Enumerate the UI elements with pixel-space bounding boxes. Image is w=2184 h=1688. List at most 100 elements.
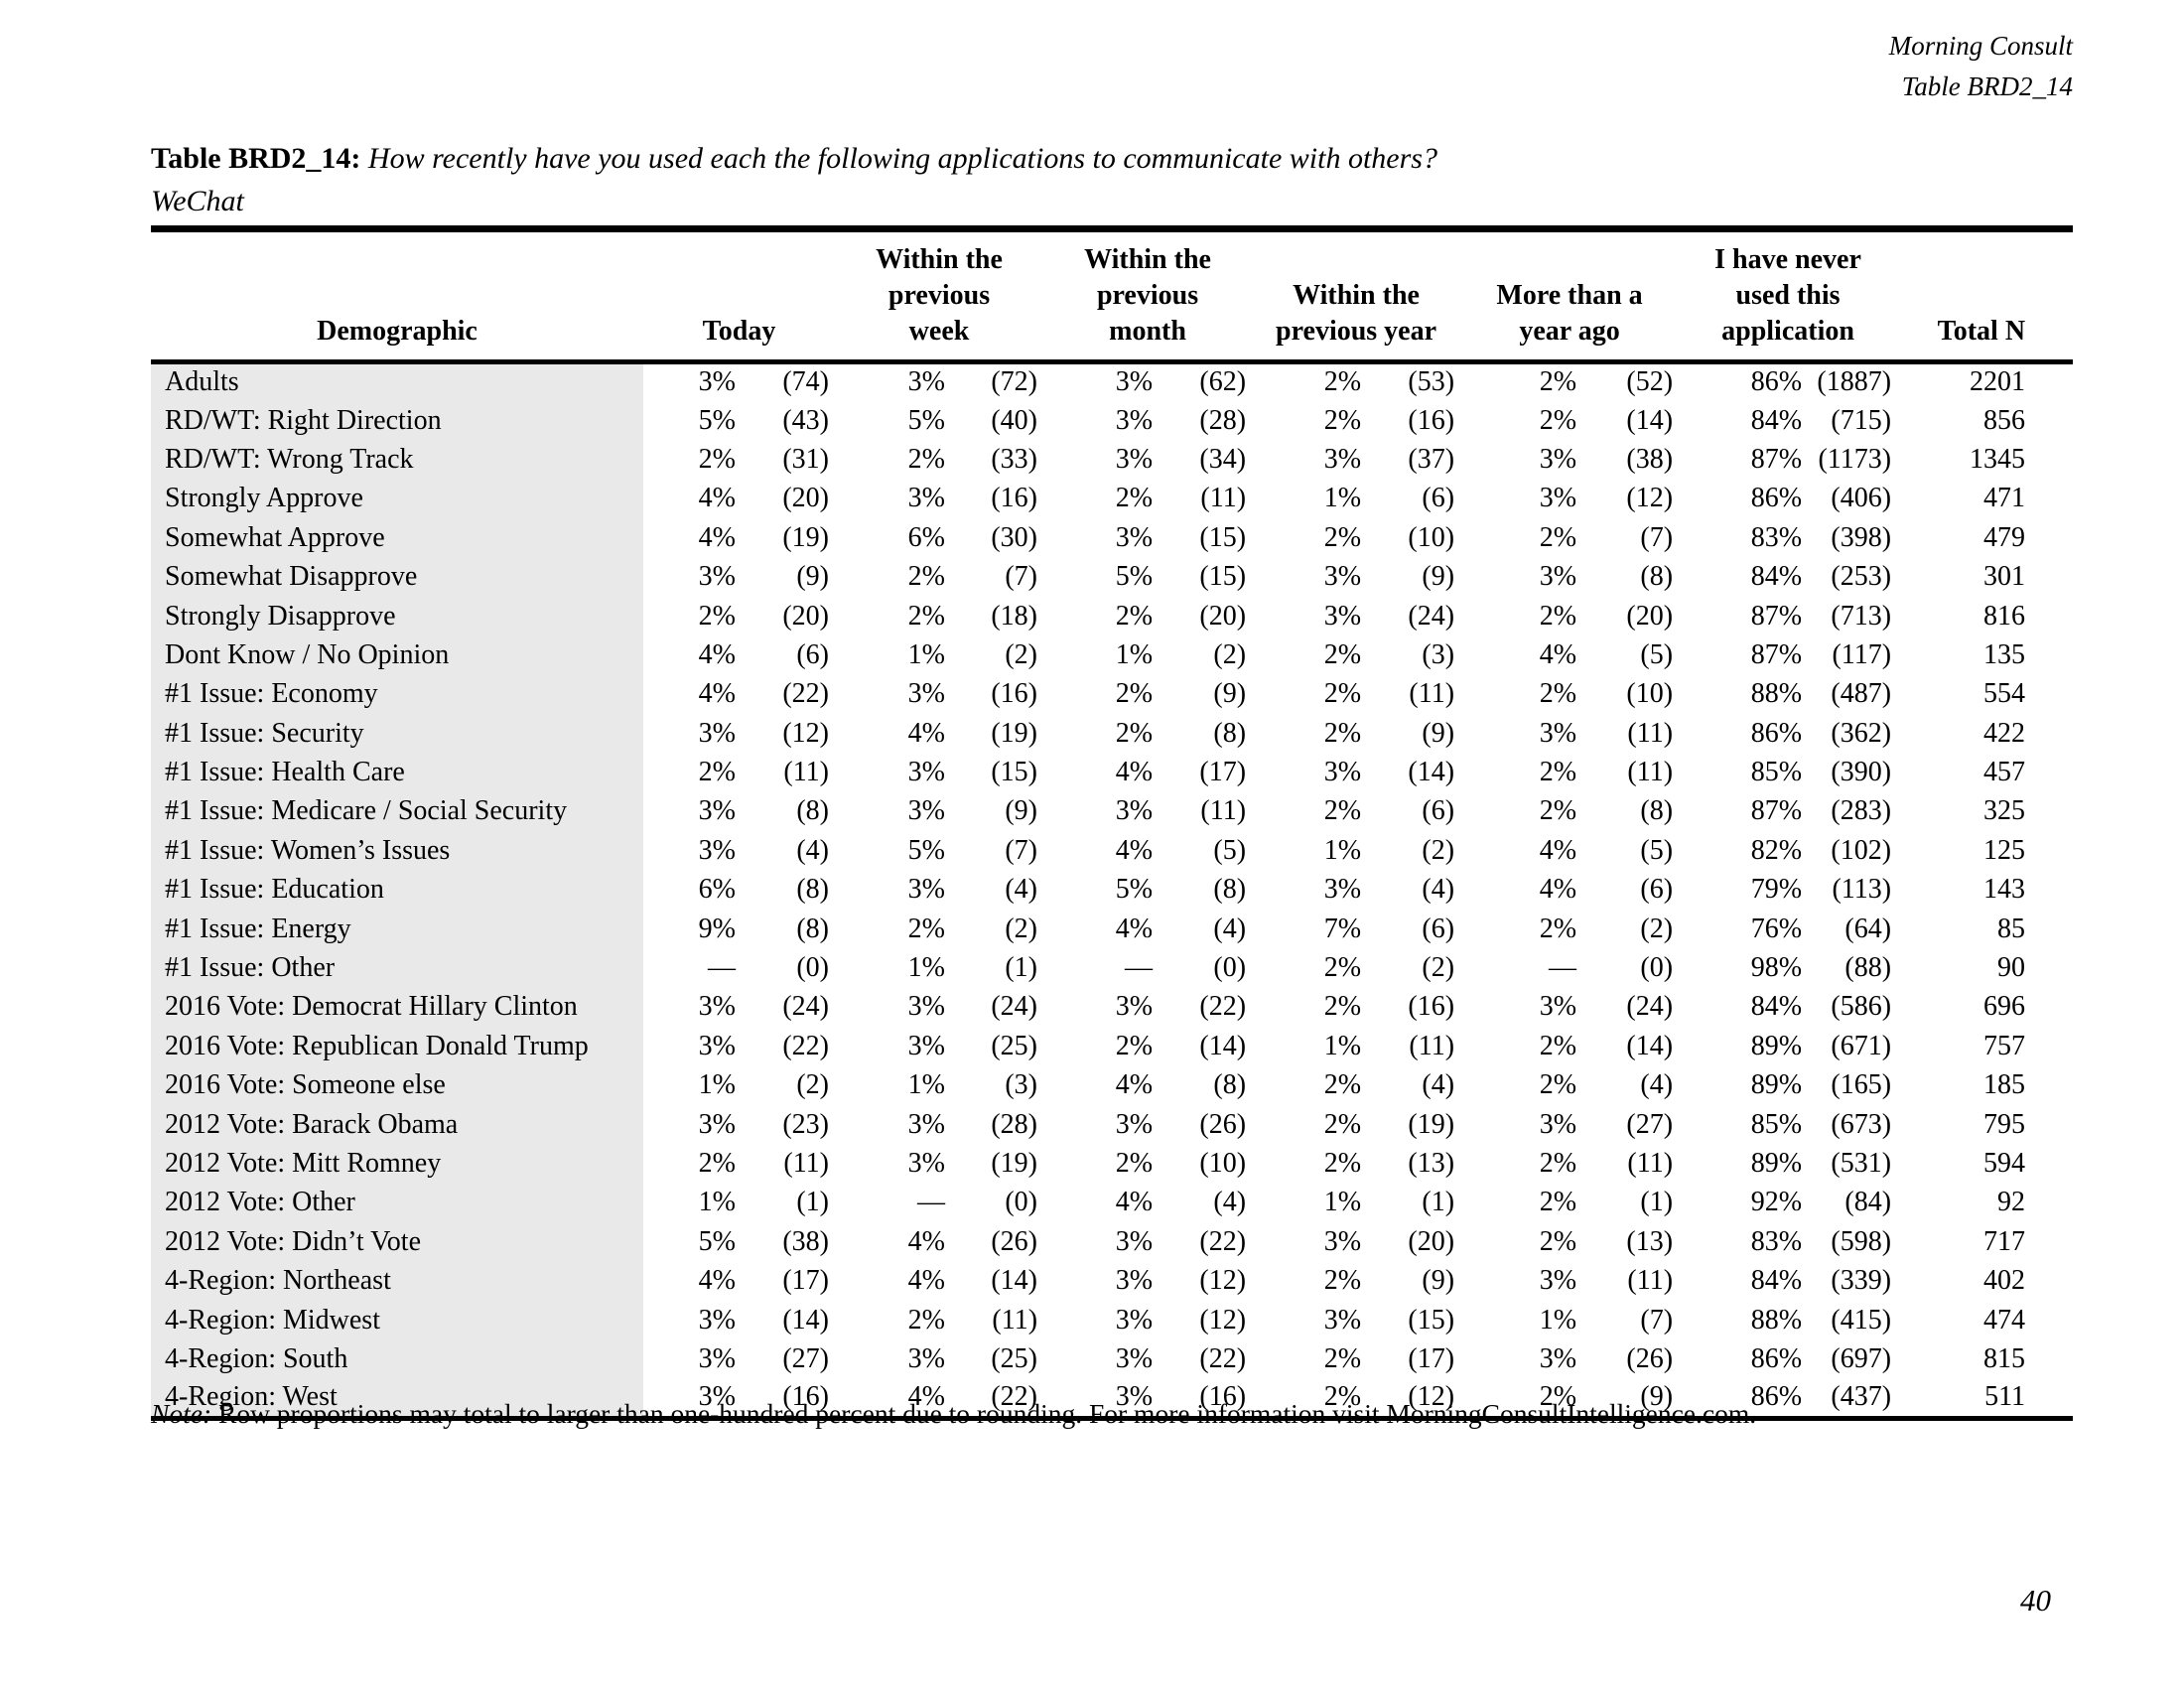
total-n-value: 85 [1997, 913, 2026, 944]
row-label: 4-Region: Northeast [151, 1261, 643, 1301]
count-value: (15) [1408, 1304, 1455, 1336]
total-n-value: 402 [1983, 1265, 2026, 1297]
count-value: (11) [1409, 678, 1455, 710]
row-label: RD/WT: Right Direction [151, 400, 643, 441]
table-row: #1 Issue: Economy 4% (22) 3% (16) 2% (9) 2% (11)… [151, 674, 2073, 715]
count-value: (339) [1831, 1265, 1892, 1297]
count-value: (4) [1213, 1187, 1247, 1218]
count-value: (1) [1005, 952, 1038, 984]
percent-value: 3% [1115, 1304, 1154, 1336]
percent-value: — [917, 1187, 945, 1218]
percent-value: 4% [907, 717, 945, 749]
row-label: #1 Issue: Women’s Issues [151, 831, 643, 871]
row-label: 2012 Vote: Other [151, 1183, 643, 1223]
count-value: (6) [1422, 795, 1455, 827]
table-row: #1 Issue: Energy 9% (8) 2% (2) 4% (4) 7% (6) 2% (2… [151, 909, 2073, 949]
percent-value: 3% [1115, 404, 1154, 436]
percent-value: 82% [1750, 834, 1803, 866]
percent-value: 2% [1115, 1148, 1154, 1179]
count-value: (11) [783, 757, 829, 788]
table-row: 2012 Vote: Mitt Romney 2% (11) 3% (19) 2% (10)… [151, 1144, 2073, 1184]
percent-value: 4% [1539, 834, 1577, 866]
percent-value: 4% [698, 521, 736, 553]
percent-value: — [1125, 952, 1154, 984]
count-value: (2) [796, 1069, 829, 1101]
percent-value: 2% [1115, 1030, 1154, 1061]
percent-value: 1% [1323, 834, 1362, 866]
count-value: (9) [1422, 717, 1455, 749]
percent-value: 5% [1115, 561, 1154, 593]
percent-value: 85% [1750, 757, 1803, 788]
count-value: (1173) [1818, 443, 1892, 475]
percent-value: 1% [907, 638, 945, 670]
count-value: (12) [1199, 1304, 1247, 1336]
row-label: 2012 Vote: Didn’t Vote [151, 1222, 643, 1262]
count-value: (14) [1408, 757, 1455, 788]
count-value: (62) [1199, 366, 1247, 398]
percent-value: 88% [1750, 1304, 1803, 1336]
count-value: (9) [1005, 795, 1038, 827]
percent-value: 89% [1750, 1069, 1803, 1101]
count-value: (27) [782, 1342, 829, 1374]
percent-value: 3% [907, 757, 945, 788]
count-value: (26) [1199, 1108, 1247, 1140]
count-value: (487) [1831, 678, 1892, 710]
count-value: (84) [1844, 1187, 1892, 1218]
count-value: (4) [1640, 1069, 1674, 1101]
table-row: 4-Region: Midwest 3% (14) 2% (11) 3% (12) 3% (15… [151, 1300, 2073, 1340]
count-value: (25) [991, 1342, 1038, 1374]
count-value: (1) [1640, 1187, 1674, 1218]
count-value: (7) [1640, 521, 1674, 553]
percent-value: 2% [1323, 1381, 1362, 1413]
total-n-value: 816 [1983, 600, 2026, 632]
header-row: Demographic Today Within the previous we… [151, 228, 2074, 364]
percent-value: 3% [1115, 366, 1154, 398]
title-subtitle: WeChat [151, 185, 244, 217]
row-label: Strongly Disapprove [151, 596, 643, 636]
count-value: (406) [1831, 483, 1892, 514]
count-value: (253) [1831, 561, 1892, 593]
percent-value: 87% [1750, 795, 1803, 827]
percent-value: 3% [1323, 874, 1362, 906]
count-value: (31) [782, 443, 829, 475]
count-value: (2) [1213, 638, 1247, 670]
percent-value: 1% [907, 1069, 945, 1101]
percent-value: 1% [1323, 1187, 1362, 1218]
percent-value: 3% [1115, 1225, 1154, 1257]
row-label: 4-Region: West [151, 1378, 643, 1419]
count-value: (2) [1640, 913, 1674, 944]
percent-value: 3% [1323, 757, 1362, 788]
count-value: (23) [782, 1108, 829, 1140]
percent-value: 3% [1539, 561, 1577, 593]
count-value: (11) [1627, 1148, 1674, 1179]
count-value: (4) [1213, 913, 1247, 944]
row-label: Somewhat Approve [151, 518, 643, 558]
row-label: Somewhat Disapprove [151, 557, 643, 597]
percent-value: 2% [1539, 1187, 1577, 1218]
percent-value: 5% [907, 834, 945, 866]
total-n-value: 795 [1983, 1108, 2026, 1140]
total-n-value: 135 [1983, 638, 2026, 670]
percent-value: 4% [1115, 834, 1154, 866]
count-value: (283) [1831, 795, 1892, 827]
total-n-value: 90 [1997, 952, 2026, 984]
percent-value: 6% [698, 874, 736, 906]
count-value: (6) [1640, 874, 1674, 906]
total-n-value: 717 [1983, 1225, 2026, 1257]
row-label: #1 Issue: Energy [151, 909, 643, 949]
count-value: (13) [1626, 1225, 1674, 1257]
title-line: Table BRD2_14: How recently have you use… [151, 137, 2065, 180]
count-value: (4) [1005, 874, 1038, 906]
percent-value: 5% [698, 404, 736, 436]
percent-value: 3% [698, 561, 736, 593]
percent-value: 3% [698, 1342, 736, 1374]
count-value: (20) [1199, 600, 1247, 632]
percent-value: 1% [698, 1187, 736, 1218]
count-value: (4) [1422, 874, 1455, 906]
row-label: #1 Issue: Economy [151, 674, 643, 715]
percent-value: 2% [698, 443, 736, 475]
count-value: (10) [1199, 1148, 1247, 1179]
percent-value: 3% [1539, 443, 1577, 475]
percent-value: 2% [1323, 678, 1362, 710]
total-n-value: 479 [1983, 521, 2026, 553]
